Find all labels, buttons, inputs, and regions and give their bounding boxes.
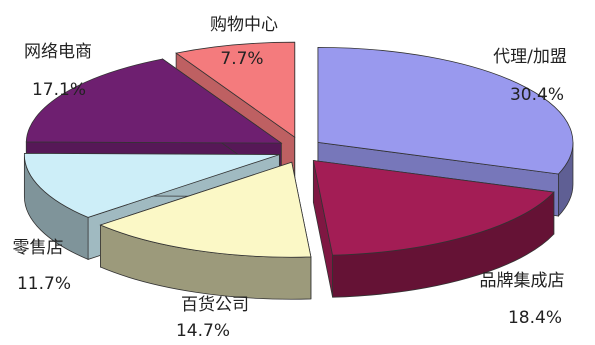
- pie-slice-3: [23, 152, 280, 261]
- slice-label-name-0: 代理/加盟: [493, 47, 567, 67]
- pie-slice-0-top: [317, 46, 574, 175]
- slice-label-name-2: 百货公司: [181, 295, 249, 315]
- pie-slice-2: [99, 161, 312, 300]
- pie-slice-4-top: [25, 58, 283, 144]
- slice-label-value-3: 11.7%: [17, 274, 71, 294]
- slice-label-name-3: 零售店: [13, 238, 64, 258]
- label-layer: 代理/加盟 30.4% 品牌集成店 18.4% 百货公司 14.7% 零售店 1…: [13, 15, 567, 341]
- slice-label-name-5: 购物中心: [210, 15, 278, 35]
- slice-label-value-0: 30.4%: [510, 85, 564, 105]
- pie-slice-2-top: [99, 161, 312, 258]
- slice-layer: [23, 41, 574, 300]
- pie-slice-5-top: [175, 41, 296, 138]
- slice-label-name-4: 网络电商: [24, 42, 92, 62]
- slice-label-value-2: 14.7%: [176, 321, 230, 341]
- slice-label-value-5: 7.7%: [220, 49, 263, 69]
- slice-label-name-1: 品牌集成店: [480, 271, 565, 291]
- slice-label-value-1: 18.4%: [508, 308, 562, 328]
- pie-slice-3-top: [23, 152, 280, 218]
- slice-label-value-4: 17.1%: [32, 80, 86, 100]
- pie-slice-1: [312, 160, 555, 298]
- pie-slice-1-top: [312, 160, 555, 256]
